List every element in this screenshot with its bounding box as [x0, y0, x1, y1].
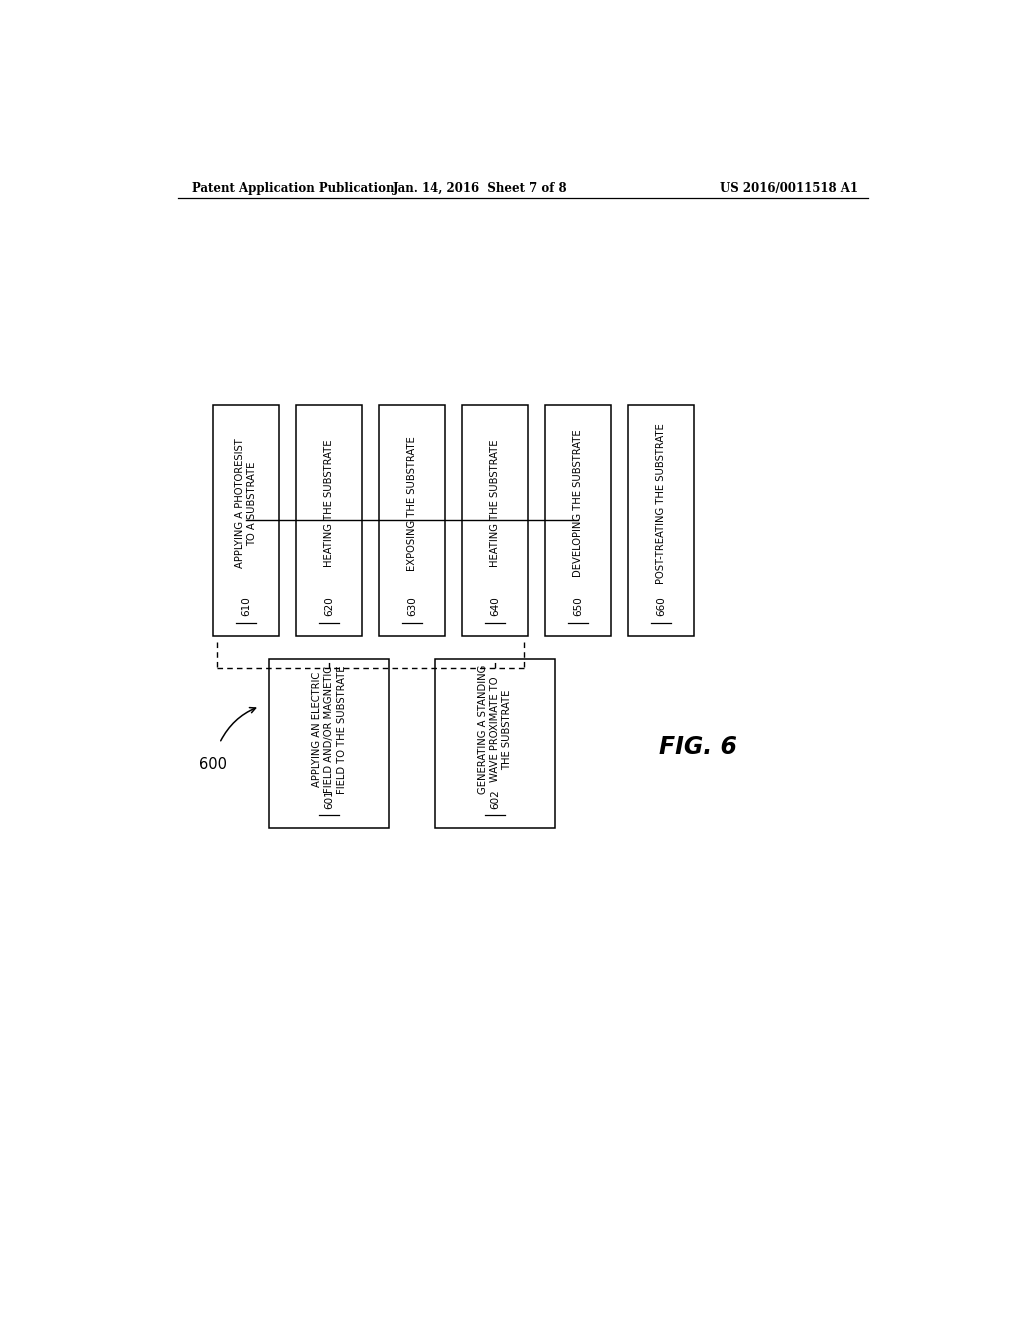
- Bar: [545, 405, 611, 636]
- Text: US 2016/0011518 A1: US 2016/0011518 A1: [720, 182, 858, 194]
- Text: Patent Application Publication: Patent Application Publication: [191, 182, 394, 194]
- Text: EXPOSING THE SUBSTRATE: EXPOSING THE SUBSTRATE: [407, 436, 417, 570]
- Text: 660: 660: [655, 597, 666, 616]
- Text: POST-TREATING THE SUBSTRATE: POST-TREATING THE SUBSTRATE: [655, 422, 666, 583]
- Bar: [462, 405, 528, 636]
- Text: GENERATING A STANDING
WAVE PROXIMATE TO
THE SUBSTRATE: GENERATING A STANDING WAVE PROXIMATE TO …: [477, 665, 512, 795]
- Text: Jan. 14, 2016  Sheet 7 of 8: Jan. 14, 2016 Sheet 7 of 8: [393, 182, 568, 194]
- Text: 650: 650: [572, 597, 583, 616]
- Text: DEVELOPING THE SUBSTRATE: DEVELOPING THE SUBSTRATE: [572, 429, 583, 577]
- Text: APPLYING A PHOTORESIST
TO A SUBSTRATE: APPLYING A PHOTORESIST TO A SUBSTRATE: [234, 438, 257, 568]
- Text: APPLYING AN ELECTRIC
FIELD AND/OR MAGNETIC
FIELD TO THE SUBSTRATE: APPLYING AN ELECTRIC FIELD AND/OR MAGNET…: [311, 665, 346, 795]
- Text: 602: 602: [489, 789, 500, 809]
- Text: 630: 630: [407, 597, 417, 616]
- Text: 601: 601: [325, 789, 334, 809]
- Text: 600: 600: [200, 758, 227, 772]
- Bar: [213, 405, 280, 636]
- Bar: [435, 659, 555, 829]
- Text: HEATING THE SUBSTRATE: HEATING THE SUBSTRATE: [325, 440, 334, 568]
- Bar: [296, 405, 362, 636]
- Text: FIG. 6: FIG. 6: [658, 735, 736, 759]
- Bar: [269, 659, 389, 829]
- Text: 610: 610: [242, 597, 251, 616]
- Text: 640: 640: [489, 597, 500, 616]
- Text: HEATING THE SUBSTRATE: HEATING THE SUBSTRATE: [489, 440, 500, 568]
- Bar: [628, 405, 693, 636]
- Bar: [379, 405, 445, 636]
- Text: 620: 620: [325, 597, 334, 616]
